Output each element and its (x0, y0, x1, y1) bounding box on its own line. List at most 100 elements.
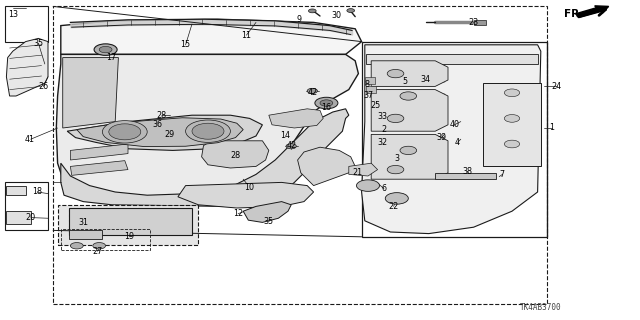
Text: 32: 32 (378, 138, 388, 147)
Text: 39: 39 (436, 133, 447, 142)
Text: 11: 11 (241, 31, 252, 40)
Polygon shape (69, 208, 192, 235)
Circle shape (400, 146, 417, 155)
Text: 16: 16 (321, 103, 332, 112)
Polygon shape (365, 77, 375, 84)
Text: 31: 31 (78, 218, 88, 227)
Text: 37: 37 (363, 92, 373, 100)
Text: 33: 33 (378, 112, 388, 121)
Text: 24: 24 (552, 82, 562, 91)
Polygon shape (362, 45, 541, 234)
Circle shape (320, 100, 333, 106)
Circle shape (286, 144, 296, 149)
Circle shape (356, 180, 380, 191)
Text: 40: 40 (449, 120, 460, 129)
Circle shape (347, 9, 355, 12)
Text: TK4AB3700: TK4AB3700 (520, 303, 562, 312)
Text: 7: 7 (500, 170, 505, 179)
Text: 29: 29 (164, 130, 175, 139)
Polygon shape (61, 19, 362, 54)
Circle shape (385, 193, 408, 204)
Text: 34: 34 (420, 76, 431, 84)
Polygon shape (56, 54, 358, 205)
Text: 28: 28 (230, 151, 241, 160)
Text: 9: 9 (297, 15, 302, 24)
Text: 25: 25 (371, 101, 381, 110)
Text: 13: 13 (8, 10, 18, 19)
Circle shape (109, 124, 141, 140)
Text: 12: 12 (233, 209, 243, 218)
Polygon shape (371, 61, 448, 86)
Text: 20: 20 (26, 213, 36, 222)
Circle shape (387, 114, 404, 123)
Text: 1: 1 (549, 124, 554, 132)
Text: 15: 15 (180, 40, 191, 49)
Text: 17: 17 (106, 53, 116, 62)
Circle shape (99, 46, 112, 53)
Polygon shape (366, 86, 376, 93)
Text: 8: 8 (364, 80, 369, 89)
Text: 23: 23 (468, 18, 479, 27)
Circle shape (504, 89, 520, 97)
Polygon shape (69, 230, 102, 239)
Text: 41: 41 (25, 135, 35, 144)
Polygon shape (63, 58, 118, 128)
Text: 6: 6 (381, 184, 387, 193)
Polygon shape (77, 118, 243, 147)
Text: 5: 5 (402, 77, 407, 86)
Circle shape (94, 44, 117, 55)
Circle shape (504, 115, 520, 122)
Polygon shape (6, 38, 48, 96)
Polygon shape (269, 109, 323, 128)
Text: 3: 3 (394, 154, 399, 163)
Text: 35: 35 (33, 39, 44, 48)
Text: 28: 28 (157, 111, 167, 120)
Text: 2: 2 (381, 125, 387, 134)
Polygon shape (70, 144, 128, 160)
Polygon shape (474, 20, 486, 25)
Circle shape (307, 88, 317, 93)
Polygon shape (67, 115, 262, 150)
Circle shape (102, 121, 147, 143)
Polygon shape (202, 141, 269, 168)
Polygon shape (435, 173, 496, 179)
Polygon shape (298, 147, 355, 186)
Text: 35: 35 (264, 217, 274, 226)
Text: FR.: FR. (564, 9, 584, 19)
Text: 26: 26 (38, 82, 49, 91)
Polygon shape (371, 90, 448, 131)
Polygon shape (61, 109, 349, 206)
Polygon shape (178, 182, 314, 208)
Text: 42: 42 (307, 88, 317, 97)
Text: 36: 36 (152, 120, 163, 129)
Circle shape (308, 9, 316, 13)
FancyArrow shape (576, 6, 609, 17)
Text: 42: 42 (286, 141, 296, 150)
Text: 38: 38 (462, 167, 472, 176)
Circle shape (387, 165, 404, 174)
Text: 30: 30 (331, 11, 341, 20)
Text: 22: 22 (388, 202, 399, 211)
Text: 21: 21 (352, 168, 362, 177)
Polygon shape (349, 163, 378, 176)
Polygon shape (6, 186, 26, 195)
Circle shape (315, 97, 338, 109)
Text: 27: 27 (92, 247, 102, 256)
Circle shape (186, 120, 230, 142)
Text: 18: 18 (32, 188, 42, 196)
Circle shape (192, 123, 224, 139)
Circle shape (70, 243, 83, 249)
Polygon shape (70, 161, 128, 175)
Polygon shape (366, 54, 538, 64)
Polygon shape (58, 205, 198, 245)
Circle shape (93, 243, 106, 249)
Circle shape (400, 92, 417, 100)
Polygon shape (371, 134, 448, 179)
Circle shape (387, 69, 404, 78)
Polygon shape (6, 211, 31, 224)
Text: 14: 14 (280, 132, 290, 140)
Text: 4: 4 (455, 138, 460, 147)
Polygon shape (243, 202, 291, 222)
Text: 10: 10 (244, 183, 255, 192)
Polygon shape (483, 83, 541, 166)
